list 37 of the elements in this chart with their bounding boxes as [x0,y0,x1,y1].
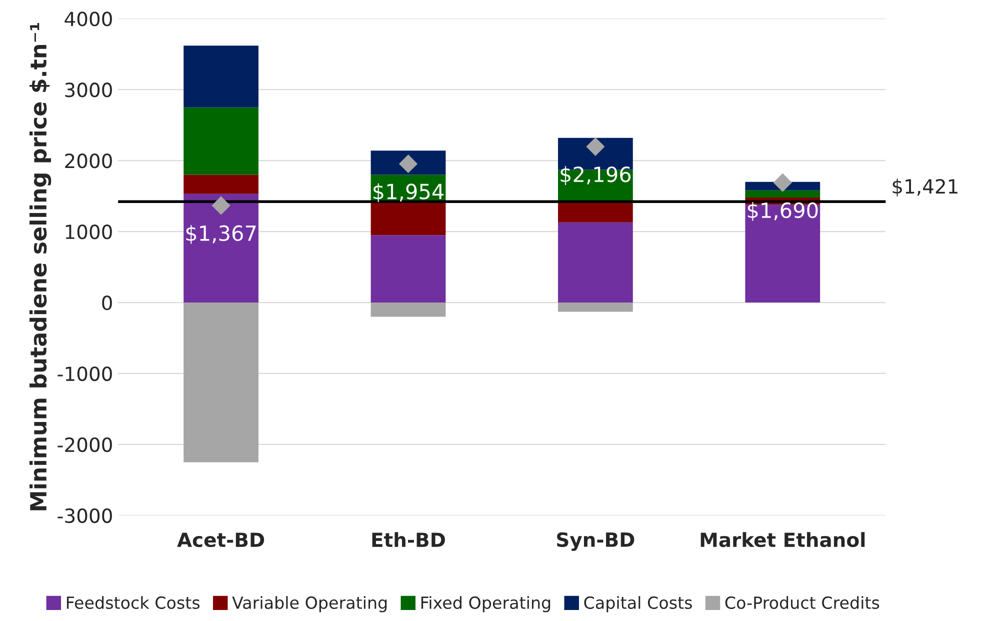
bar [184,302,258,462]
data-label: $2,196 [560,166,631,185]
data-label: $1,954 [374,183,444,202]
y-tick-label: 0 [102,295,112,310]
y-tick-label: 1000 [66,224,112,240]
bar [184,174,258,194]
legend-label: Capital Costs [584,596,692,612]
bar [558,222,633,303]
bar [370,150,446,175]
legend-label: Co-Product Credits [725,596,880,609]
ref-line-label: $1,421 [892,178,958,196]
x-tick-label: Eth-BD [372,532,445,547]
x-tick-label: Market Ethanol [700,532,865,548]
bar [558,302,633,312]
point [212,196,230,215]
y-tick-label: -3000 [58,508,112,524]
legend-label: Variable Operating [232,596,387,612]
x-tick-label: Syn-BD [557,532,634,551]
y-tick-label: -1000 [58,366,112,382]
y-tick-label: 3000 [65,82,112,98]
y-axis-title: Minimum butadiene selling price $.tn⁻¹ [29,23,52,510]
legend-label: Feedstock Costs [66,596,200,609]
bar [184,107,258,175]
point [773,173,792,192]
bar [370,235,446,303]
y-tick-label: 4000 [64,12,112,26]
y-tick-label: 2000 [65,154,112,168]
bar [745,190,820,198]
x-tick-label: Acet-BD [177,532,264,548]
legend-label: Fixed Operating [421,596,550,612]
data-label: $1,367 [186,224,256,244]
bar [184,46,258,108]
y-tick-label: -2000 [58,437,112,452]
bar [370,302,446,317]
bar [184,194,258,303]
data-label: $1,690 [748,202,818,221]
bar [370,202,446,236]
